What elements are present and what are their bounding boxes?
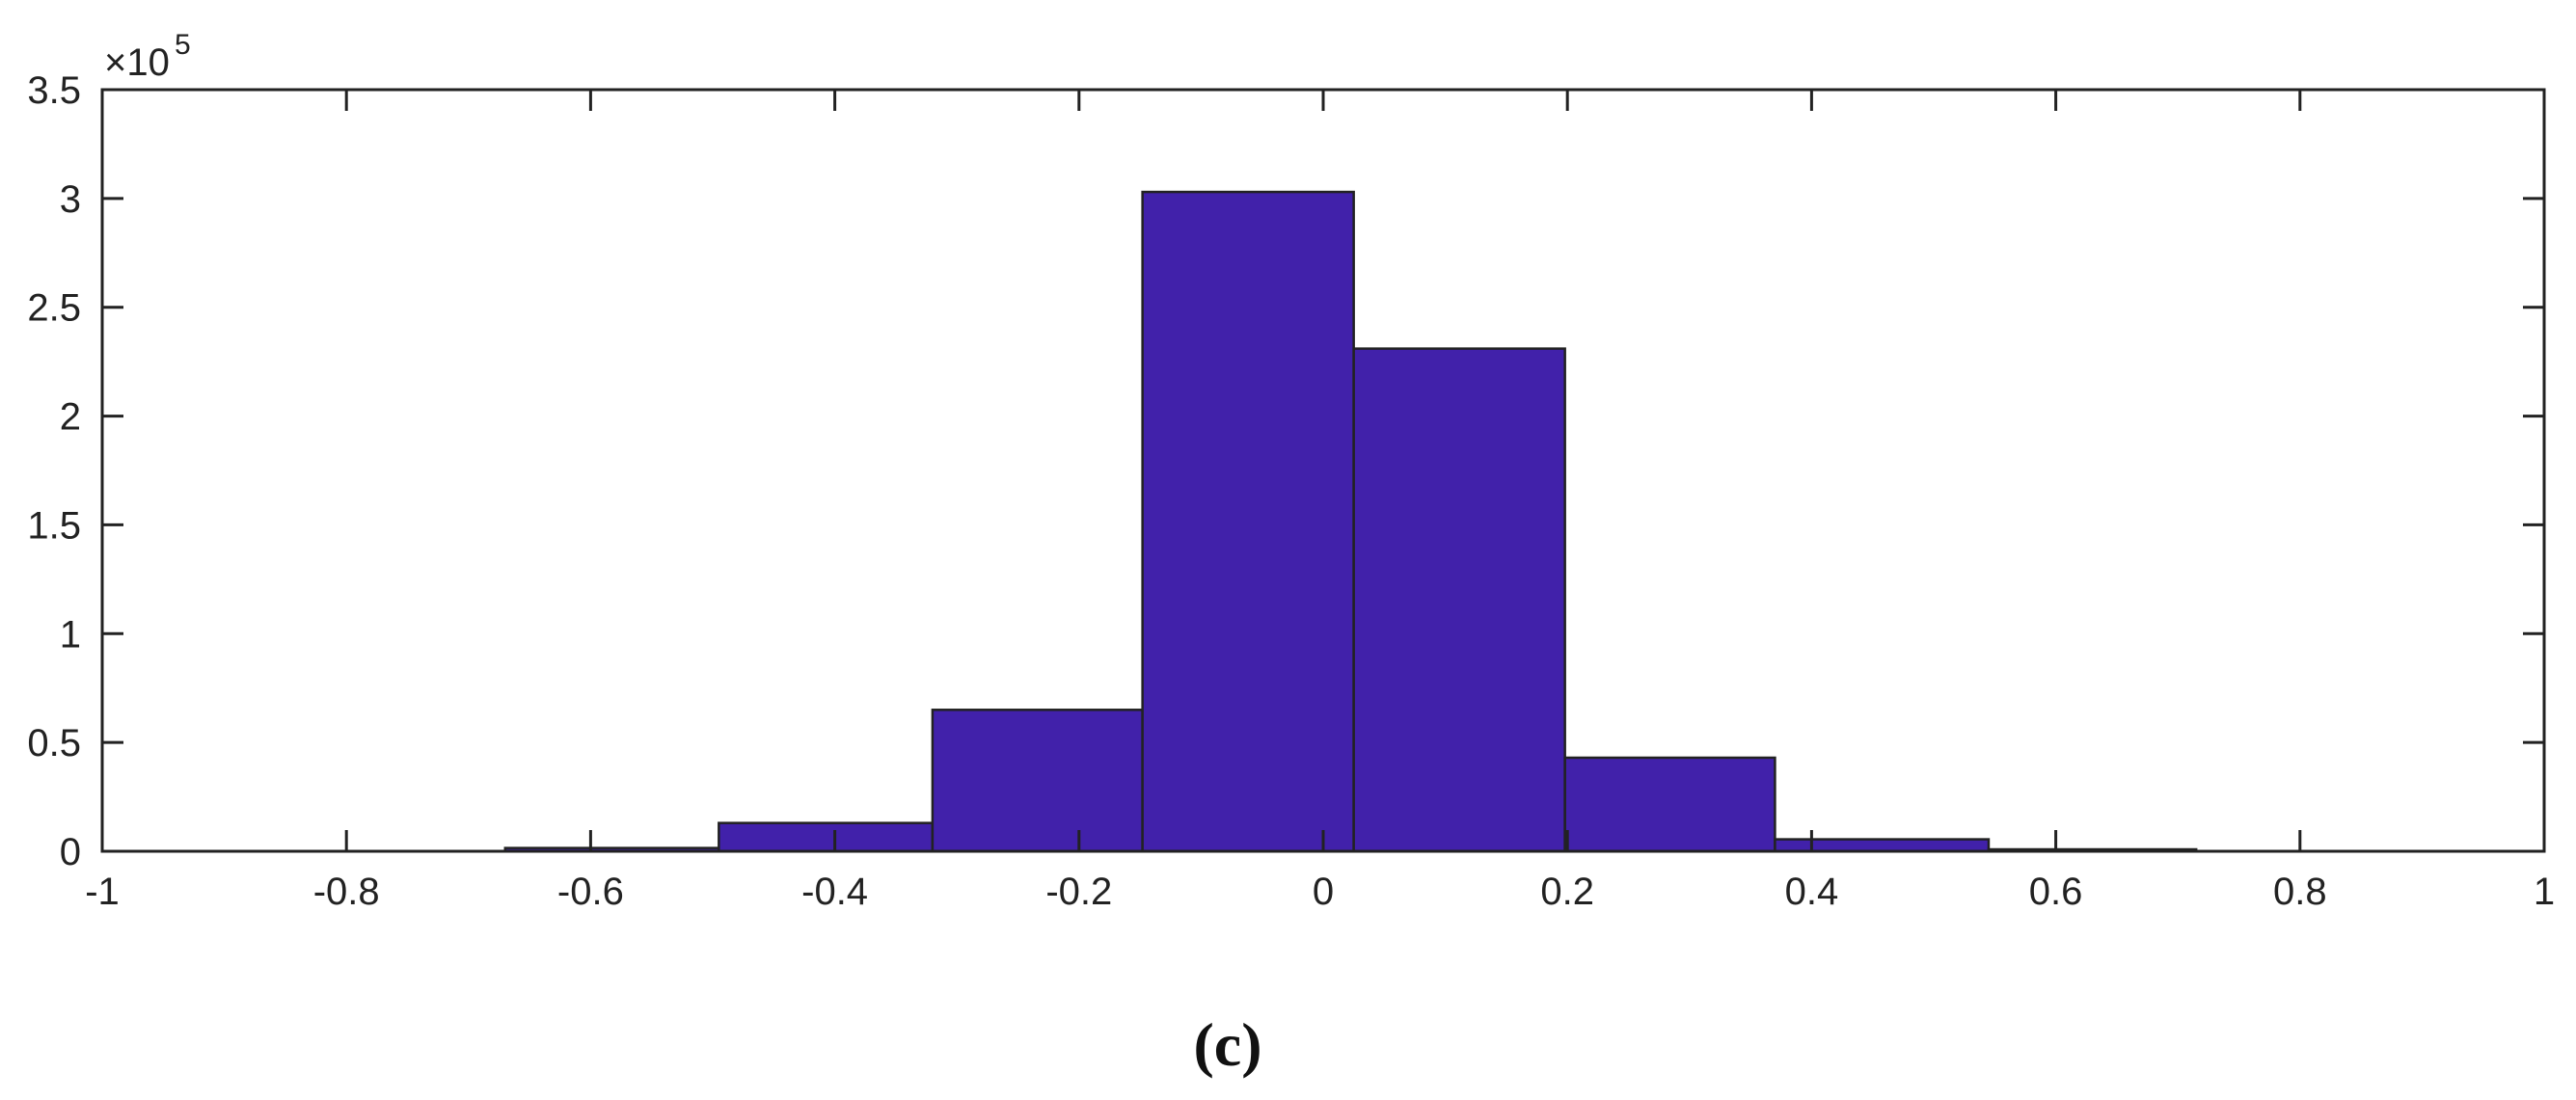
figure-caption: (c) <box>1193 1010 1261 1079</box>
x-tick-label-10: 1 <box>2534 871 2555 913</box>
y-tick-label-2: 1 <box>60 613 81 656</box>
y-tick-label-0: 0 <box>60 831 81 873</box>
y-tick-label-5: 2.5 <box>27 287 81 330</box>
x-tick-label-1: -0.8 <box>313 871 380 913</box>
y-tick-label-1: 0.5 <box>27 722 81 765</box>
y-tick-label-3: 1.5 <box>27 504 81 547</box>
histogram-bar-2 <box>931 709 1144 853</box>
y-tick-label-7: 3.5 <box>27 69 81 112</box>
histogram-bars <box>503 190 2198 853</box>
x-tick-label-6: 0.2 <box>1540 871 1594 913</box>
y-axis-multiplier: ×10 <box>104 41 170 84</box>
axis-ticks <box>100 88 2546 853</box>
x-axis-tick-labels: -1 -0.8 -0.6 -0.4 -0.2 0 0.2 0.4 0.6 0.8 1 <box>85 871 2555 913</box>
x-tick-label-5: 0 <box>1313 871 1334 913</box>
histogram-bar-5 <box>1563 756 1776 853</box>
x-tick-label-8: 0.6 <box>2029 871 2083 913</box>
x-tick-label-3: -0.4 <box>801 871 868 913</box>
x-tick-label-4: -0.2 <box>1045 871 1112 913</box>
histogram-bar-6 <box>1774 838 1991 853</box>
y-tick-label-6: 3 <box>60 178 81 221</box>
y-axis-exponent: 5 <box>175 29 191 61</box>
histogram-bar-3 <box>1141 190 1355 853</box>
x-tick-label-0: -1 <box>85 871 120 913</box>
x-tick-label-2: -0.6 <box>557 871 624 913</box>
y-axis-tick-labels: 0 0.5 1 1.5 2 2.5 3 3.5 <box>27 69 81 873</box>
histogram-bar-1 <box>718 821 935 853</box>
x-tick-label-9: 0.8 <box>2273 871 2327 913</box>
histogram-bar-4 <box>1352 347 1566 853</box>
y-tick-label-4: 2 <box>60 396 81 439</box>
x-tick-label-7: 0.4 <box>1785 871 1839 913</box>
